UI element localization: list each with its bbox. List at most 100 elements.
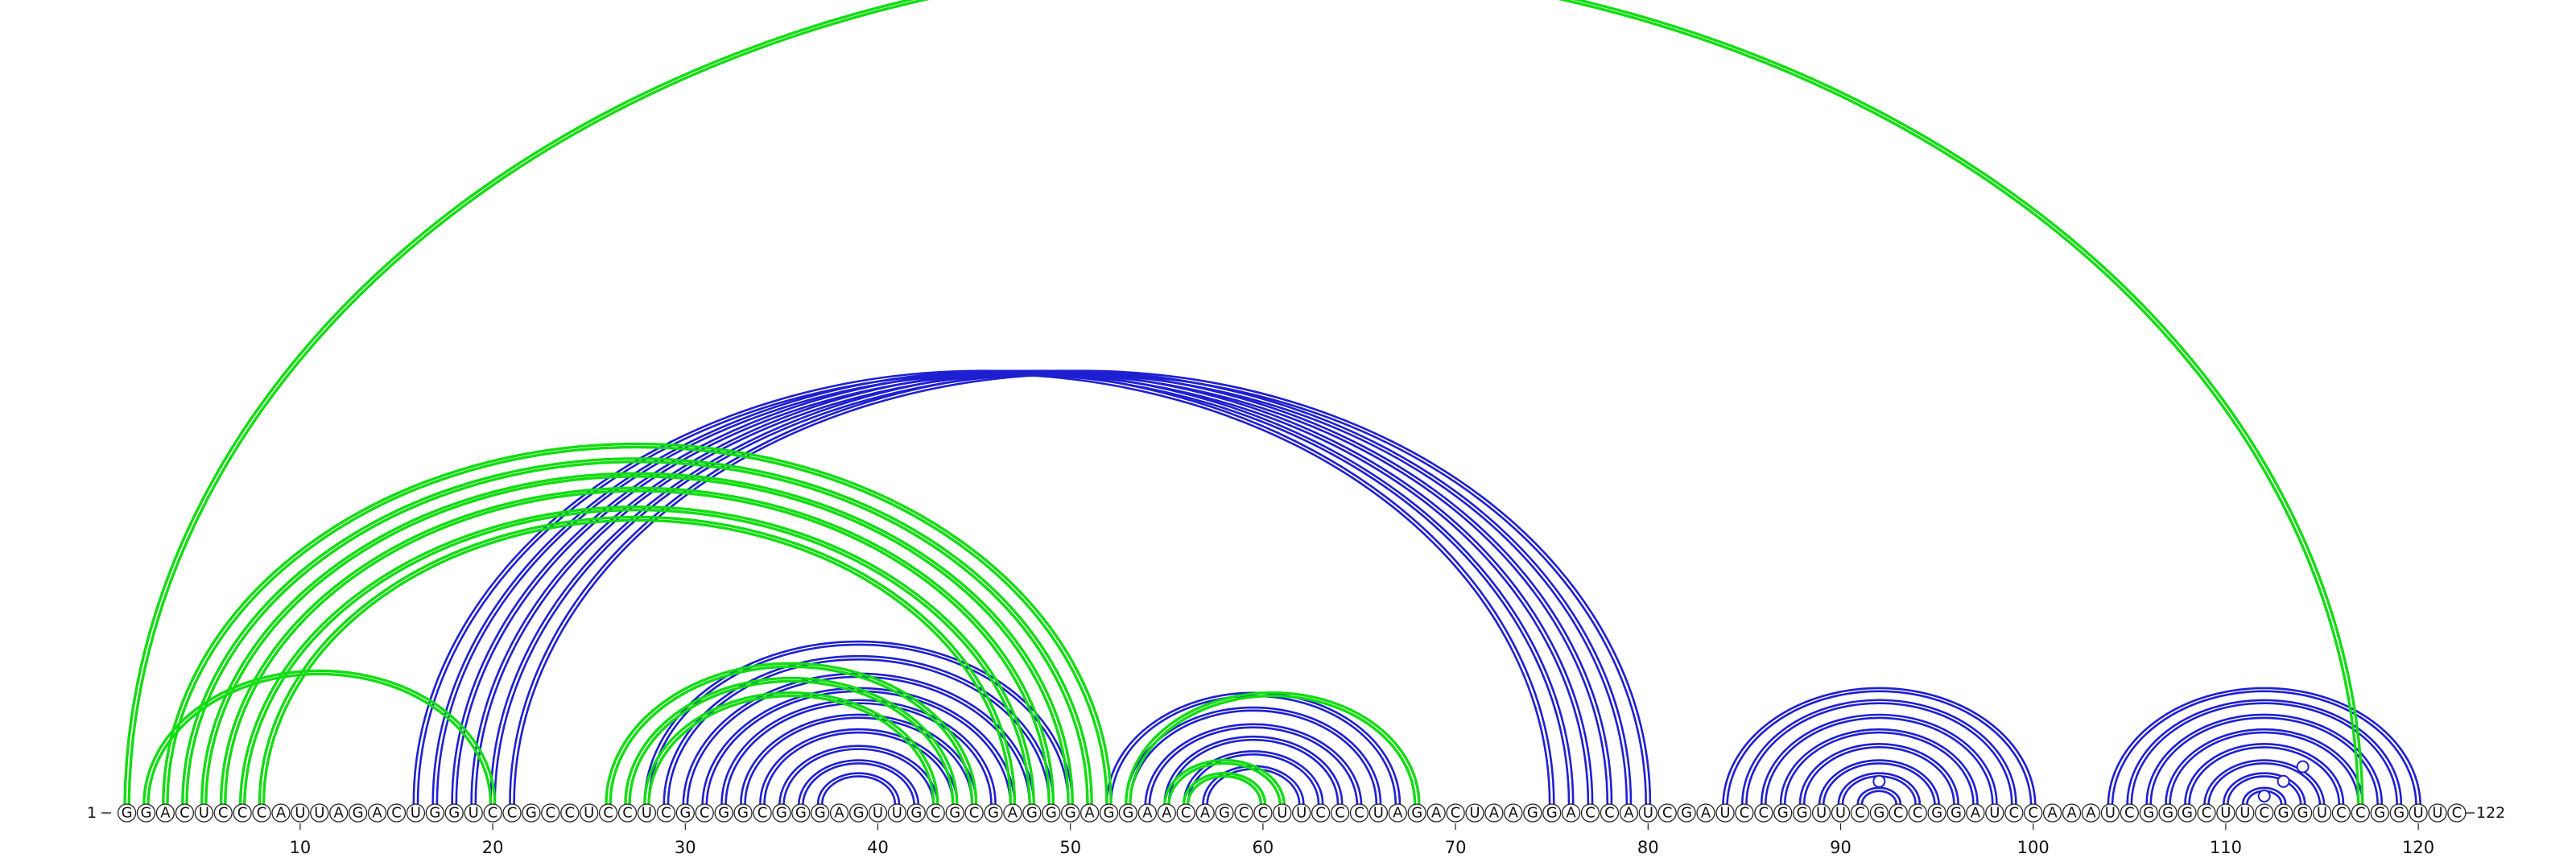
nucleotide-letter: A [1162, 805, 1172, 822]
nucleotide-letter: C [2259, 805, 2269, 822]
nucleotide-circle [1754, 803, 1773, 823]
nucleotide-circle [1292, 803, 1311, 823]
nucleotide-letter: G [2278, 805, 2289, 822]
nucleotide-circle [444, 803, 464, 823]
blue-arc-21-80-inner [513, 373, 1647, 805]
nucleotide-circle [637, 803, 657, 823]
green-arc-4-51-inner [185, 460, 1089, 805]
gu-marker-group [1872, 760, 2310, 802]
nucleotide-letter: C [1354, 805, 1364, 822]
blue-arc-53-66-outer [1125, 706, 1382, 805]
nucleotide-letter: C [2355, 805, 2366, 822]
nucleotide-circle [2004, 803, 2024, 823]
green-arc-27-44-inner [628, 679, 955, 805]
nucleotide-circle [1600, 803, 1620, 823]
blue-arc-32-46-outer [720, 699, 997, 805]
nucleotide-letter: A [1489, 805, 1500, 822]
green-arc-26-45-inner [609, 665, 974, 805]
green-arc-7-48-outer [238, 505, 1036, 805]
nucleotide-letter: A [2047, 805, 2058, 822]
blue-arc-34-44-inner [763, 731, 954, 805]
blue-arc-37-41-inner [821, 775, 897, 805]
nucleotide-circle [522, 803, 541, 823]
nucleotide-letter: G [1546, 805, 1558, 822]
nucleotide-circle [984, 803, 1003, 823]
nucleotide-letter: C [2009, 805, 2020, 822]
blue-arc-106-118-inner [2149, 716, 2379, 805]
blue-arc-29-49-inner [667, 658, 1051, 805]
nucleotide-circle [868, 803, 888, 823]
nucleotide-circle [964, 803, 984, 823]
blue-arc-35-43-inner [782, 748, 935, 805]
gu-pair-marker [2277, 774, 2290, 788]
nucleotide-letter: G [2297, 805, 2309, 822]
nucleotide-letter: U [2220, 805, 2231, 822]
nucleotide-circle [1080, 803, 1100, 823]
nucleotide-circle [2409, 803, 2428, 823]
nucleotide-circle [464, 803, 483, 823]
blue-arc-37-41-outer [816, 772, 901, 805]
nucleotide-circle [1388, 803, 1407, 823]
nucleotide-letter: C [1662, 805, 1673, 822]
nucleotide-letter: C [1855, 805, 1865, 822]
blue-arc-17-76-outer [431, 369, 1575, 805]
tick-label: 120 [2402, 838, 2434, 857]
nucleotide-letter: G [1046, 805, 1057, 822]
nucleotide-letter: G [795, 805, 807, 822]
nucleotide-letter: U [411, 805, 421, 822]
nucleotide-letter: G [429, 805, 440, 822]
nucleotide-circle [1330, 803, 1350, 823]
nucleotide-circle [1446, 803, 1465, 823]
blue-arc-88-96-inner [1802, 746, 1955, 805]
green-arc-2-20-inner [147, 672, 493, 805]
nucleotide-letter: A [1509, 805, 1519, 822]
nucleotide-circle [887, 803, 907, 823]
nucleotide-circle [1946, 803, 1966, 823]
green-arc-3-52-inner [166, 445, 1108, 805]
green-arc-26-45-outer [605, 662, 978, 805]
nucleotide-circle [1677, 803, 1696, 823]
blue-arc-84-100-inner [1726, 690, 2033, 805]
green-arc-27-44-outer [624, 676, 959, 805]
nucleotide-letter: U [1643, 805, 1653, 822]
nucleotide-letter: C [1181, 805, 1191, 822]
nucleotide-letter: G [737, 805, 749, 822]
nucleotide-circle [1831, 803, 1851, 823]
nucleotide-letter: U [2413, 805, 2424, 822]
nucleotide-circle [2139, 803, 2158, 823]
nucleotide-letter: G [679, 805, 691, 822]
nucleotide-letter: C [2028, 805, 2038, 822]
nucleotide-letter: A [1701, 805, 1711, 822]
nucleotide-letter: C [1258, 805, 1269, 822]
nucleotide-circle [656, 803, 676, 823]
nucleotide-letter: U [1719, 805, 1730, 822]
nucleotide-letter: C [546, 805, 556, 822]
nucleotide-letter: G [910, 805, 922, 822]
nucleotide-letter: C [257, 805, 267, 822]
nucleotide-letter: G [988, 805, 999, 822]
tick-label: 50 [1059, 838, 1081, 857]
nucleotide-letter: G [1527, 805, 1538, 822]
nucleotide-letter: G [141, 805, 152, 822]
nucleotide-letter: G [1681, 805, 1692, 822]
nucleotide-circle [367, 803, 387, 823]
blue-arc-85-99-inner [1745, 702, 2013, 805]
nucleotide-circle [580, 803, 599, 823]
nucleotide-circle [1349, 803, 1369, 823]
nucleotide-letter: A [1393, 805, 1403, 822]
nucleotide-letter: A [1142, 805, 1153, 822]
nucleotide-circle [1234, 803, 1253, 823]
nucleotide-circle [848, 803, 869, 823]
nucleotide-circle [714, 803, 733, 823]
nucleotide-circle [1715, 803, 1735, 823]
nucleotide-circle [560, 803, 580, 823]
blue-arc-28-50-outer [643, 640, 1074, 805]
nucleotide-letter: C [969, 805, 980, 822]
nucleotide-letter: A [1971, 805, 1981, 822]
nucleotide-circle [425, 803, 444, 823]
nucleotide-letter: A [1200, 805, 1211, 822]
nucleotide-letter: G [2143, 805, 2154, 822]
gu-pair-marker [1872, 774, 1886, 788]
blue-arc-109-115-inner [2207, 762, 2322, 805]
